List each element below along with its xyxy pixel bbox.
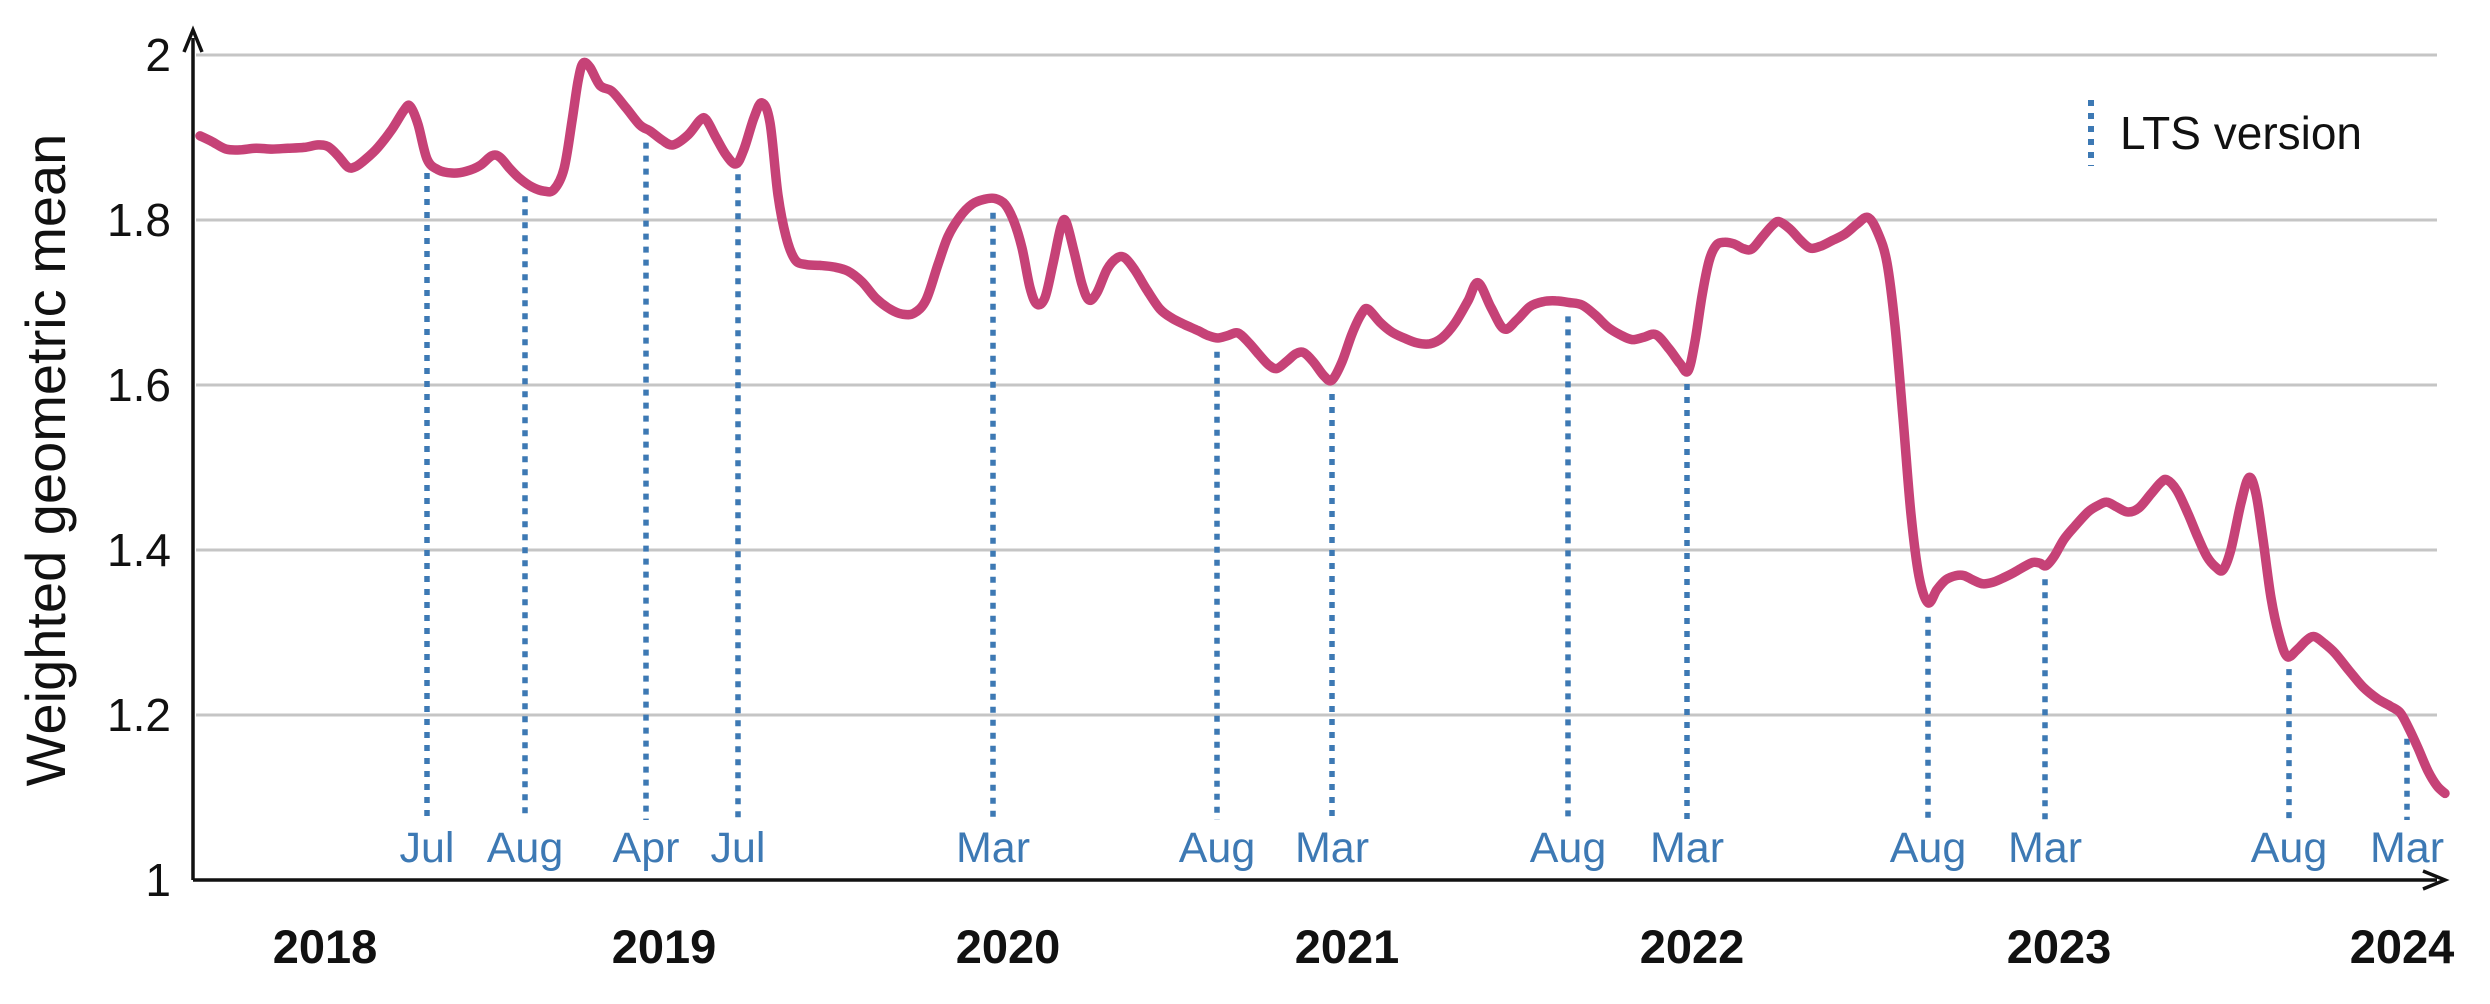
y-tick-label: 1.2	[107, 689, 171, 741]
x-year-tick-label: 2020	[956, 920, 1061, 973]
y-tick-label: 1.4	[107, 524, 171, 576]
x-axis-arrow-icon	[2422, 869, 2450, 891]
x-year-tick-label: 2022	[1640, 920, 1745, 973]
series-line	[195, 57, 2450, 799]
x-year-tick-label: 2023	[2007, 920, 2112, 973]
y-axis-title: Weighted geometric mean	[14, 133, 77, 787]
x-year-tick-label: 2019	[612, 920, 717, 973]
lts-month-label: Mar	[956, 824, 1030, 872]
lts-month-label: Aug	[1179, 824, 1256, 872]
lts-month-label: Mar	[2008, 824, 2082, 872]
y-axis-arrow-icon	[182, 25, 204, 53]
lts-month-label: Apr	[613, 824, 680, 872]
x-year-tick-label: 2018	[273, 920, 378, 973]
y-tick-label: 1.6	[107, 359, 171, 411]
lts-month-label: Mar	[1295, 824, 1369, 872]
y-tick-label: 1	[145, 854, 171, 906]
lts-month-label: Jul	[400, 824, 455, 872]
lts-month-label: Jul	[711, 824, 766, 872]
lts-month-label: Aug	[1530, 824, 1607, 872]
lts-month-label: Aug	[2251, 824, 2328, 872]
legend: LTS version	[2088, 100, 2362, 166]
x-year-tick-label: 2021	[1295, 920, 1400, 973]
lts-month-label: Aug	[1890, 824, 1967, 872]
legend-label: LTS version	[2120, 107, 2363, 159]
y-tick-label: 1.8	[107, 194, 171, 246]
y-tick-label: 2	[145, 29, 171, 81]
x-year-tick-label: 2024	[2350, 920, 2455, 973]
lts-month-label: Aug	[487, 824, 564, 872]
lts-dotted-line-icon	[2088, 100, 2094, 166]
lts-month-label: Mar	[1650, 824, 1724, 872]
lts-month-label: Mar	[2370, 824, 2444, 872]
